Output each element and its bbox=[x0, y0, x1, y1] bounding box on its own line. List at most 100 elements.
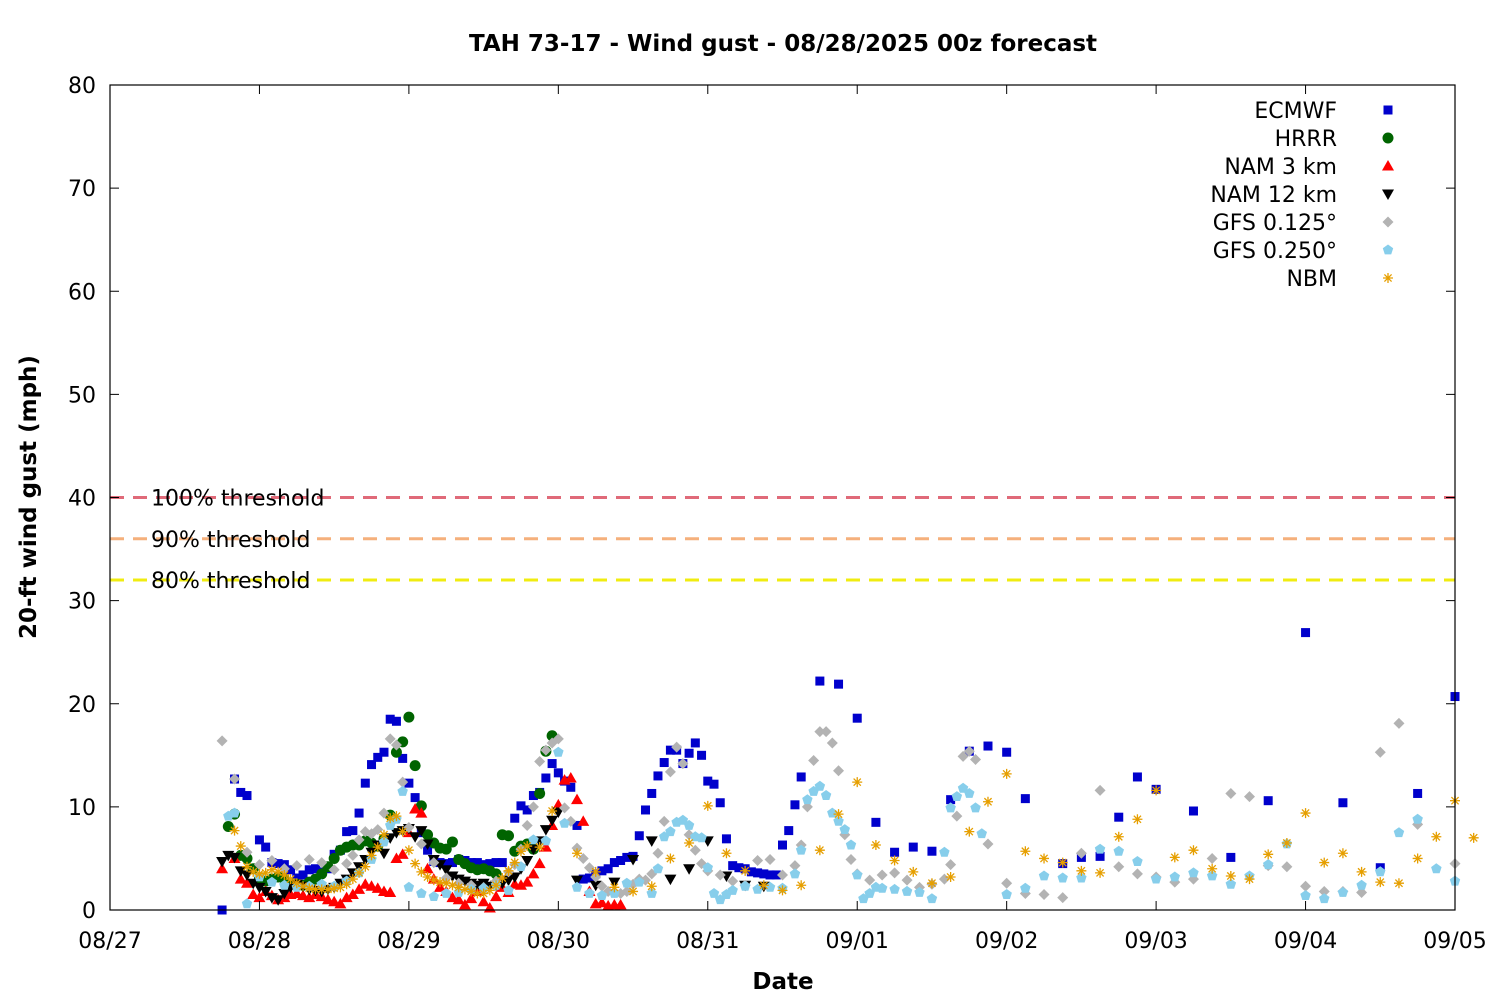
legend: ECMWF HRRR NAM 3 km NAM 12 km GFS 0.125° GFS … bbox=[1210, 99, 1394, 292]
data-point-ecmwf bbox=[254, 835, 264, 845]
data-point-ecmwf bbox=[236, 787, 246, 797]
data-point-gfs-0-125 bbox=[583, 862, 595, 874]
data-point-gfs-0-250 bbox=[266, 876, 278, 887]
data-point-gfs-0-250 bbox=[553, 746, 564, 757]
data-point-gfs-0-125 bbox=[727, 875, 739, 887]
data-point-nbm bbox=[273, 866, 284, 877]
threshold-label: 90% threshold bbox=[151, 528, 311, 553]
data-point-nbm bbox=[248, 866, 259, 877]
data-point-ecmwf bbox=[622, 852, 632, 862]
data-point-nam-3-km bbox=[452, 893, 465, 905]
data-point-gfs-0-125 bbox=[826, 737, 838, 749]
data-point-gfs-0-125 bbox=[577, 852, 589, 864]
data-point-nbm bbox=[472, 888, 483, 899]
data-point-gfs-0-250 bbox=[945, 802, 956, 813]
data-point-hrrr bbox=[415, 800, 427, 812]
data-point-nbm bbox=[416, 866, 427, 877]
data-point-gfs-0-125 bbox=[982, 838, 994, 850]
y-tick-label: 30 bbox=[68, 590, 96, 615]
data-point-gfs-0-125 bbox=[1244, 791, 1256, 803]
data-point-gfs-0-125 bbox=[403, 822, 415, 833]
data-point-nbm bbox=[609, 882, 620, 893]
x-tick-label: 08/31 bbox=[676, 929, 739, 954]
data-point-gfs-0-125 bbox=[378, 807, 390, 819]
x-tick-label: 09/02 bbox=[975, 929, 1038, 954]
data-point-nbm bbox=[385, 813, 396, 824]
data-point-nbm bbox=[758, 880, 769, 891]
data-point-nam-3-km bbox=[521, 876, 534, 887]
data-point-nbm bbox=[1132, 814, 1143, 825]
data-point-nbm bbox=[441, 878, 452, 889]
data-point-gfs-0-125 bbox=[671, 741, 683, 753]
data-point-nbm bbox=[1337, 848, 1348, 859]
data-point-nam-3-km bbox=[564, 772, 577, 783]
data-point-gfs-0-125 bbox=[714, 869, 726, 881]
data-point-gfs-0-125 bbox=[1393, 717, 1405, 729]
data-point-gfs-0-125 bbox=[229, 773, 241, 785]
data-point-gfs-0-250 bbox=[652, 863, 664, 874]
data-point-nbm bbox=[833, 809, 844, 820]
data-point-gfs-0-250 bbox=[976, 828, 987, 839]
data-point-nbm bbox=[1300, 808, 1311, 819]
data-point-nbm bbox=[341, 879, 352, 890]
data-point-nbm bbox=[1076, 865, 1087, 876]
data-point-ecmwf bbox=[796, 772, 806, 782]
data-point-ecmwf bbox=[890, 847, 900, 857]
x-tick-label: 08/27 bbox=[78, 929, 141, 954]
data-point-gfs-0-250 bbox=[397, 785, 408, 796]
data-point-nbm bbox=[478, 888, 489, 899]
data-point-nbm bbox=[534, 842, 545, 853]
data-point-nam-12-km bbox=[253, 882, 266, 894]
data-point-gfs-0-250 bbox=[839, 824, 850, 834]
data-point-ecmwf bbox=[616, 856, 626, 865]
x-tick-label: 09/04 bbox=[1274, 929, 1337, 954]
threshold-lines: 100% threshold 90% threshold 80% threshold bbox=[110, 487, 1455, 594]
threshold-label: 100% threshold bbox=[151, 487, 325, 512]
data-point-nbm bbox=[721, 848, 732, 859]
data-point-gfs-0-125 bbox=[945, 859, 957, 871]
data-point-nam-12-km bbox=[571, 875, 584, 887]
data-points bbox=[216, 628, 1479, 915]
data-point-nam-12-km bbox=[446, 871, 459, 882]
data-point-nbm bbox=[316, 884, 327, 895]
data-point-nbm bbox=[1244, 874, 1255, 885]
data-point-gfs-0-125 bbox=[889, 867, 901, 879]
data-point-nbm bbox=[870, 840, 881, 851]
data-point-nam-3-km bbox=[346, 888, 359, 900]
data-point-gfs-0-125 bbox=[777, 869, 788, 881]
data-point-nam-12-km bbox=[216, 857, 229, 868]
data-point-nbm bbox=[1319, 857, 1330, 868]
data-point-nbm bbox=[310, 884, 321, 895]
x-tick-label: 08/30 bbox=[527, 929, 590, 954]
data-point-nbm bbox=[1020, 846, 1031, 857]
data-point-ecmwf bbox=[398, 753, 408, 763]
data-point-gfs-0-250 bbox=[621, 877, 633, 888]
data-point-nbm bbox=[366, 850, 377, 861]
data-point-gfs-0-125 bbox=[596, 880, 608, 892]
data-point-ecmwf bbox=[690, 738, 700, 748]
x-tick-label: 09/05 bbox=[1423, 929, 1486, 954]
data-point-gfs-0-250 bbox=[559, 817, 570, 828]
data-point-gfs-0-250 bbox=[696, 832, 707, 843]
data-point-ecmwf bbox=[273, 859, 283, 869]
data-point-gfs-0-125 bbox=[833, 765, 845, 777]
data-point-ecmwf bbox=[584, 873, 594, 883]
data-point-nbm bbox=[285, 874, 296, 885]
data-point-gfs-0-125 bbox=[820, 726, 832, 738]
data-point-gfs-0-125 bbox=[303, 853, 315, 865]
data-point-nam-12-km bbox=[240, 870, 253, 881]
data-point-nam-3-km bbox=[490, 890, 503, 902]
data-point-nam-3-km bbox=[334, 897, 347, 909]
data-point-ecmwf bbox=[404, 778, 414, 788]
data-point-nbm bbox=[926, 878, 937, 889]
data-point-gfs-0-250 bbox=[789, 868, 801, 879]
data-point-nbm bbox=[777, 885, 788, 896]
data-point-nbm bbox=[1113, 831, 1124, 842]
data-point-gfs-0-250 bbox=[1001, 889, 1012, 899]
data-point-ecmwf bbox=[348, 826, 358, 836]
data-point-nam-3-km bbox=[514, 879, 527, 890]
y-axis-title: 20-ft wind gust (mph) bbox=[16, 355, 42, 639]
data-point-nbm bbox=[298, 881, 309, 892]
data-point-ecmwf bbox=[778, 840, 787, 850]
data-point-gfs-0-125 bbox=[814, 726, 826, 738]
